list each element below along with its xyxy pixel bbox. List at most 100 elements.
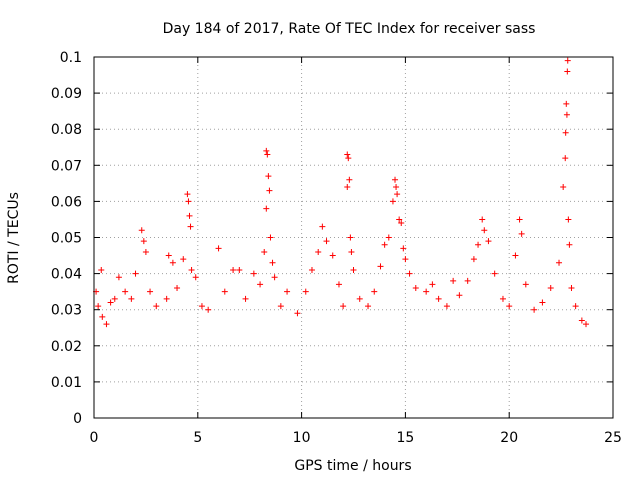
data-point (435, 295, 442, 302)
data-point (99, 313, 106, 320)
data-point (147, 288, 154, 295)
data-point (242, 295, 249, 302)
data-point (481, 227, 488, 234)
data-point (142, 248, 149, 255)
data-point (345, 155, 352, 162)
data-point (392, 176, 399, 183)
data-point (277, 303, 284, 310)
data-point (506, 303, 513, 310)
data-point (479, 216, 486, 223)
data-point (562, 155, 569, 162)
data-point (132, 270, 139, 277)
data-point (566, 241, 573, 248)
x-tick-label: 5 (193, 430, 202, 446)
data-point (107, 299, 114, 306)
data-point (456, 292, 463, 299)
x-tick-label: 20 (500, 430, 518, 446)
data-point (365, 303, 372, 310)
data-point (271, 274, 278, 281)
data-point (565, 216, 572, 223)
data-point (180, 256, 187, 263)
data-point (385, 234, 392, 241)
data-point (344, 151, 351, 158)
data-point (198, 303, 205, 310)
y-tick-label: 0.08 (51, 122, 82, 138)
data-point (187, 223, 194, 230)
data-point (115, 274, 122, 281)
data-point (236, 266, 243, 273)
data-point (393, 183, 400, 190)
chart-title: Day 184 of 2017, Rate Of TEC Index for r… (163, 21, 536, 37)
data-point (389, 198, 396, 205)
data-point (371, 288, 378, 295)
data-point (531, 306, 538, 313)
data-point (485, 238, 492, 245)
data-point (539, 299, 546, 306)
data-point (335, 281, 342, 288)
y-tick-label: 0.05 (51, 231, 82, 247)
y-tick-label: 0.06 (51, 194, 82, 210)
data-point (138, 227, 145, 234)
data-point (572, 303, 579, 310)
data-point (315, 248, 322, 255)
data-point (464, 277, 471, 284)
data-point (215, 245, 222, 252)
data-point (568, 285, 575, 292)
data-point (230, 266, 237, 273)
data-point (499, 295, 506, 302)
data-point (186, 212, 193, 219)
data-point (221, 288, 228, 295)
grid-lines (94, 57, 613, 418)
data-point (98, 266, 105, 273)
data-point (522, 281, 529, 288)
data-point (344, 183, 351, 190)
plot-frame (93, 56, 614, 419)
data-point (350, 266, 357, 273)
data-point (356, 295, 363, 302)
data-point (396, 216, 403, 223)
data-point (284, 288, 291, 295)
data-point (128, 295, 135, 302)
data-point (122, 288, 129, 295)
data-point (261, 248, 268, 255)
y-tick-label: 0 (73, 411, 82, 427)
y-tick-label: 0.02 (51, 339, 82, 355)
axis-ticks (93, 56, 614, 419)
data-point (563, 111, 570, 118)
y-tick-labels: 0 0.01 0.02 0.03 0.04 0.05 0.06 0.07 0.08 0.09 0.1 (51, 50, 82, 427)
x-tick-label: 10 (293, 430, 311, 446)
data-point (95, 303, 102, 310)
data-point (329, 252, 336, 259)
data-point (347, 234, 354, 241)
data-point (103, 321, 110, 328)
y-axis-label: ROTI / TECUs (6, 192, 22, 284)
x-tick-label: 0 (90, 430, 99, 446)
data-point (205, 306, 212, 313)
data-point (269, 259, 276, 266)
data-point (192, 274, 199, 281)
data-point (140, 238, 147, 245)
data-point (257, 281, 264, 288)
data-point (340, 303, 347, 310)
y-tick-label: 0.07 (51, 158, 82, 174)
y-tick-label: 0.01 (51, 375, 82, 391)
data-point (266, 187, 273, 194)
data-point (512, 252, 519, 259)
data-point (564, 57, 571, 64)
data-point (423, 288, 430, 295)
x-tick-label: 15 (396, 430, 414, 446)
x-axis-label: GPS time / hours (294, 458, 411, 474)
data-point (450, 277, 457, 284)
data-point (308, 266, 315, 273)
data-point (111, 295, 118, 302)
data-point (185, 198, 192, 205)
data-point (302, 288, 309, 295)
data-point (153, 303, 160, 310)
data-point (491, 270, 498, 277)
data-point (165, 252, 172, 259)
data-point (518, 230, 525, 237)
data-point (583, 321, 590, 328)
data-point (402, 256, 409, 263)
data-point (394, 191, 401, 198)
